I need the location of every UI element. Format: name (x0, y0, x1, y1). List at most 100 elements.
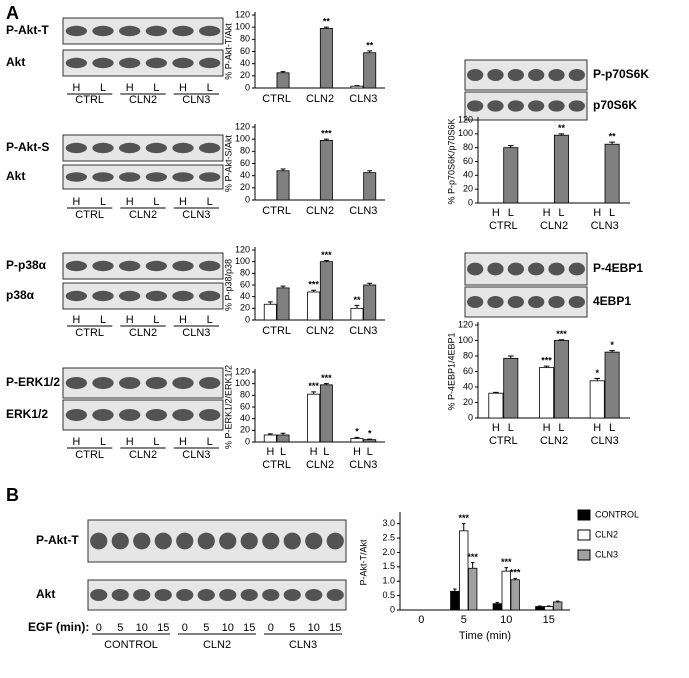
blot-row-label: Akt (36, 587, 55, 601)
blot-row-label: P-Akt-T (6, 23, 49, 37)
error-bar (323, 260, 329, 262)
blot (464, 59, 588, 91)
lane-label: L (100, 196, 106, 208)
band (197, 589, 215, 601)
group-label: CTRL (75, 449, 104, 461)
significance: ** (366, 40, 374, 50)
lane-label: L (153, 314, 159, 326)
error-bar (609, 141, 615, 145)
y-tick-label: 40 (240, 291, 250, 301)
band (90, 589, 108, 601)
bar (589, 380, 605, 419)
lane-label: 15 (329, 622, 341, 634)
error-bar (280, 168, 286, 171)
blot-row-label: Akt (6, 55, 25, 69)
error-bar (555, 600, 560, 602)
band (172, 142, 194, 154)
band (133, 589, 151, 601)
y-tick-label: 60 (240, 401, 250, 411)
bar (350, 85, 364, 89)
y-tick-label: 40 (240, 58, 250, 68)
band (240, 589, 258, 601)
band (487, 296, 504, 308)
lane-label: H (179, 82, 187, 94)
x-tick-label: 5 (461, 614, 467, 626)
blot (62, 252, 224, 280)
y-axis-label: % P-p38/p38 (223, 259, 233, 311)
group-label: CTRL (75, 209, 104, 221)
lane-label: H (126, 314, 134, 326)
series-label: L (609, 422, 615, 434)
blot-row-label: P-p70S6K (593, 67, 649, 81)
error-bar (513, 577, 517, 580)
error-bar (267, 433, 273, 435)
error-bar (367, 50, 373, 53)
error-bar (354, 436, 360, 439)
y-tick-label: 1.5 (382, 561, 395, 571)
bar (276, 287, 290, 321)
blot (464, 286, 588, 318)
x-tick-label: CTRL (262, 205, 291, 217)
band (92, 172, 114, 182)
series-label: H (593, 422, 601, 434)
bar (503, 147, 519, 204)
bar (553, 134, 569, 204)
series-label: H (266, 446, 274, 458)
significance: *** (308, 280, 319, 290)
y-axis-label: % P-p70S6K/p70S6K (446, 118, 456, 204)
band (487, 100, 504, 112)
group-label: CTRL (75, 327, 104, 339)
y-tick-label: 60 (463, 366, 473, 376)
legend-label: CLN3 (595, 549, 618, 559)
series-label: L (508, 422, 514, 434)
bar (319, 261, 333, 321)
bar (535, 606, 545, 611)
band (548, 262, 565, 276)
significance: * (368, 428, 372, 438)
bar (319, 139, 333, 201)
lane-label: L (153, 196, 159, 208)
legend-swatch (577, 509, 591, 521)
significance: * (355, 427, 359, 437)
group-label: CLN2 (129, 209, 157, 221)
lane-label: 0 (96, 622, 102, 634)
y-tick-label: 80 (463, 350, 473, 360)
y-tick-label: 0 (245, 314, 250, 324)
band (219, 589, 237, 601)
band (568, 262, 585, 276)
band (507, 262, 524, 276)
y-tick-label: 20 (240, 182, 250, 192)
band (119, 172, 141, 182)
x-tick-label: CTRL (262, 459, 291, 471)
band (568, 100, 585, 112)
error-bar (323, 383, 329, 385)
lane-label: L (100, 314, 106, 326)
y-tick-label: 2.0 (382, 547, 395, 557)
group-label: CLN3 (182, 449, 210, 461)
y-axis-label: % P-ERK1/2/ERK1/2 (223, 365, 233, 449)
legend-swatch (577, 529, 591, 541)
band (467, 262, 484, 276)
blot (62, 164, 224, 190)
band (283, 589, 301, 601)
band (487, 262, 504, 276)
band (528, 100, 545, 112)
band (172, 260, 194, 272)
blot-row-label: P-ERK1/2 (6, 375, 60, 389)
bar (604, 143, 620, 204)
y-tick-label: 0 (245, 194, 250, 204)
band (283, 532, 301, 550)
blot (62, 17, 224, 45)
band (65, 172, 88, 182)
group-label: CLN3 (182, 209, 210, 221)
y-tick-label: 1.0 (382, 576, 395, 586)
bar (539, 367, 555, 419)
group-label: CLN3 (182, 94, 210, 106)
band (199, 377, 221, 389)
band (90, 532, 108, 550)
significance: *** (541, 355, 552, 365)
error-bar (543, 365, 550, 368)
y-tick-label: 40 (463, 170, 473, 180)
bar (307, 393, 321, 443)
panel-letter: A (6, 3, 19, 23)
